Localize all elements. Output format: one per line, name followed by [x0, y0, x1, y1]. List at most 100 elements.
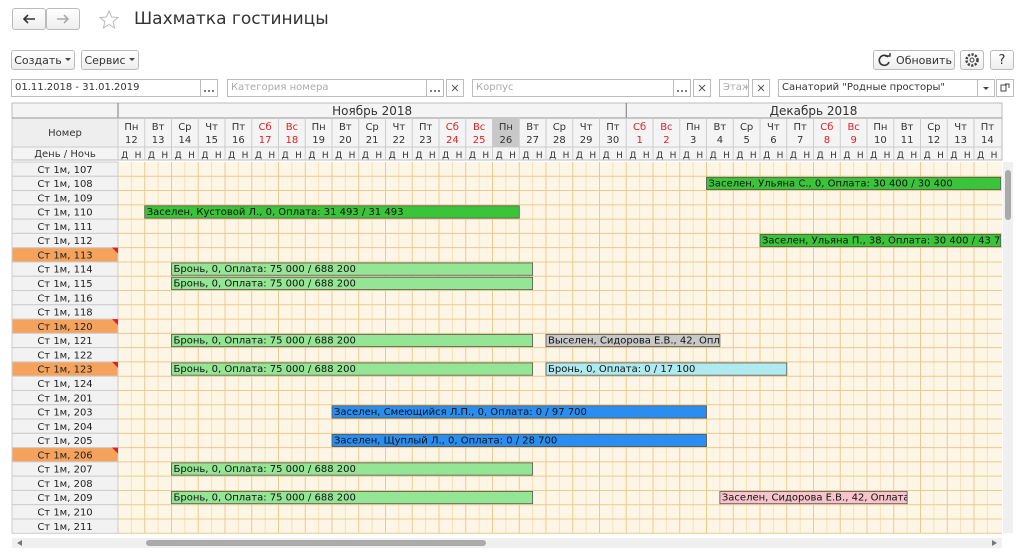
today-column	[492, 118, 520, 147]
half-label: Н	[937, 151, 944, 161]
weekday: Пт	[419, 122, 433, 133]
back-button[interactable]	[12, 8, 46, 30]
half-label: Н	[375, 151, 382, 161]
day-number: 5	[743, 135, 749, 146]
help-button[interactable]: ?	[990, 50, 1014, 70]
room-name: Ст 1м, 124	[37, 379, 92, 390]
room-name: Ст 1м, 210	[37, 508, 92, 519]
weekday: Пт	[981, 122, 995, 133]
booking-label: Заселен, Щуплый Л., 0, Оплата: 0 / 28 70…	[334, 436, 557, 447]
half-label: Д	[843, 151, 850, 161]
favorite-star[interactable]	[98, 9, 120, 31]
booking[interactable]	[171, 462, 534, 476]
half-label: Н	[429, 151, 436, 161]
day-number: 14	[981, 135, 994, 146]
label: Сервис	[84, 53, 126, 67]
scroll-arrow	[17, 540, 22, 546]
day-night-header: День / Ночь	[34, 149, 96, 160]
half-label: Д	[897, 151, 904, 161]
half-label: Д	[763, 151, 770, 161]
half-label: Н	[991, 151, 998, 161]
room-name: Ст 1м, 201	[37, 393, 92, 404]
icon	[22, 14, 35, 24]
booking[interactable]	[545, 333, 721, 348]
booking-label: Заселен, Ульяна С., 0, Оплата: 30 400 / …	[709, 179, 953, 190]
day-number: 14	[179, 135, 192, 146]
half-label: Н	[589, 151, 596, 161]
booking[interactable]	[144, 205, 520, 219]
half-label: Н	[857, 151, 864, 161]
booking[interactable]	[706, 176, 1002, 190]
forward-button[interactable]	[46, 8, 80, 30]
booking[interactable]	[171, 333, 534, 348]
booking[interactable]	[331, 405, 707, 419]
booking[interactable]	[331, 433, 707, 448]
day-number: 28	[553, 135, 566, 146]
booking-label: Заселен, Сидорова Е.В., 42, Оплата: 0	[722, 493, 923, 504]
v-scroll-thumb	[1005, 170, 1011, 220]
room-name: Ст 1м, 122	[37, 350, 92, 361]
half-label: Д	[282, 151, 289, 161]
day-number: 26	[500, 135, 513, 146]
half-label: Д	[549, 151, 556, 161]
weekday: Сб	[820, 122, 833, 133]
clear-button[interactable]	[446, 79, 464, 97]
booking-label: Бронь, 0, Оплата: 0 / 17 100	[548, 364, 695, 375]
sanatorium-field[interactable]: Санаторий "Родные просторы"	[778, 79, 978, 97]
select-button[interactable]	[673, 79, 691, 97]
booking[interactable]	[171, 362, 534, 376]
half-label: Д	[924, 151, 931, 161]
day-number: 6	[770, 135, 776, 146]
clear-button[interactable]	[693, 79, 711, 97]
floor-field[interactable]: Этаж	[719, 79, 749, 97]
booking[interactable]	[545, 362, 788, 376]
settings-button[interactable]	[960, 50, 984, 70]
open-button[interactable]	[996, 79, 1014, 97]
create-button[interactable]: Создать	[11, 50, 75, 70]
booking[interactable]	[171, 276, 534, 290]
booking[interactable]	[759, 233, 1002, 248]
weekday: Пт	[232, 122, 246, 133]
category-field[interactable]: Категория номера	[227, 79, 427, 97]
booking[interactable]	[171, 491, 534, 505]
label: Создать	[14, 53, 62, 67]
icon	[64, 58, 71, 61]
service-button[interactable]: Сервис	[81, 50, 139, 70]
clear-button[interactable]	[752, 79, 770, 97]
half-label: Н	[563, 151, 570, 161]
half-label: Н	[964, 151, 971, 161]
half-label: Д	[603, 151, 610, 161]
weekday: Чт	[767, 122, 780, 133]
booking-label: Заселен, Смеющийся Л.П., 0, Оплата: 0 / …	[334, 407, 587, 418]
booking[interactable]	[171, 262, 534, 276]
booking[interactable]	[719, 491, 908, 505]
room-name: Ст 1м, 108	[37, 179, 92, 190]
weekday: Чт	[580, 122, 593, 133]
half-label: Н	[482, 151, 489, 161]
half-label: Н	[643, 151, 650, 161]
day-number: 8	[824, 135, 830, 146]
label: Обновить	[896, 53, 952, 67]
flag-marker	[112, 447, 118, 454]
month-label: Декабрь 2018	[770, 104, 858, 118]
half-label: Н	[215, 151, 222, 161]
select-button[interactable]	[200, 79, 218, 97]
half-label: Д	[790, 151, 797, 161]
select-button[interactable]	[426, 79, 444, 97]
room-name: Ст 1м, 111	[37, 222, 92, 233]
room-name: Ст 1м, 112	[37, 236, 92, 247]
booking-label: Бронь, 0, Оплата: 75 000 / 688 200	[174, 264, 356, 275]
building-field[interactable]: Корпус	[472, 79, 674, 97]
refresh-button[interactable]: Обновить	[873, 50, 955, 70]
day-number: 4	[717, 135, 723, 146]
weekday: Ср	[927, 122, 940, 133]
day-number: 2	[663, 135, 669, 146]
dropdown-button[interactable]	[977, 79, 995, 97]
day-number: 27	[526, 135, 539, 146]
day-number: 1	[636, 135, 642, 146]
room-name: Ст 1м, 211	[37, 522, 92, 533]
period-field[interactable]: 01.11.2018 - 31.01.2019	[11, 79, 201, 97]
weekday: Чт	[205, 122, 218, 133]
half-label: Д	[228, 151, 235, 161]
booking-label: Заселен, Кустовой Л., 0, Оплата: 31 493 …	[147, 207, 404, 218]
